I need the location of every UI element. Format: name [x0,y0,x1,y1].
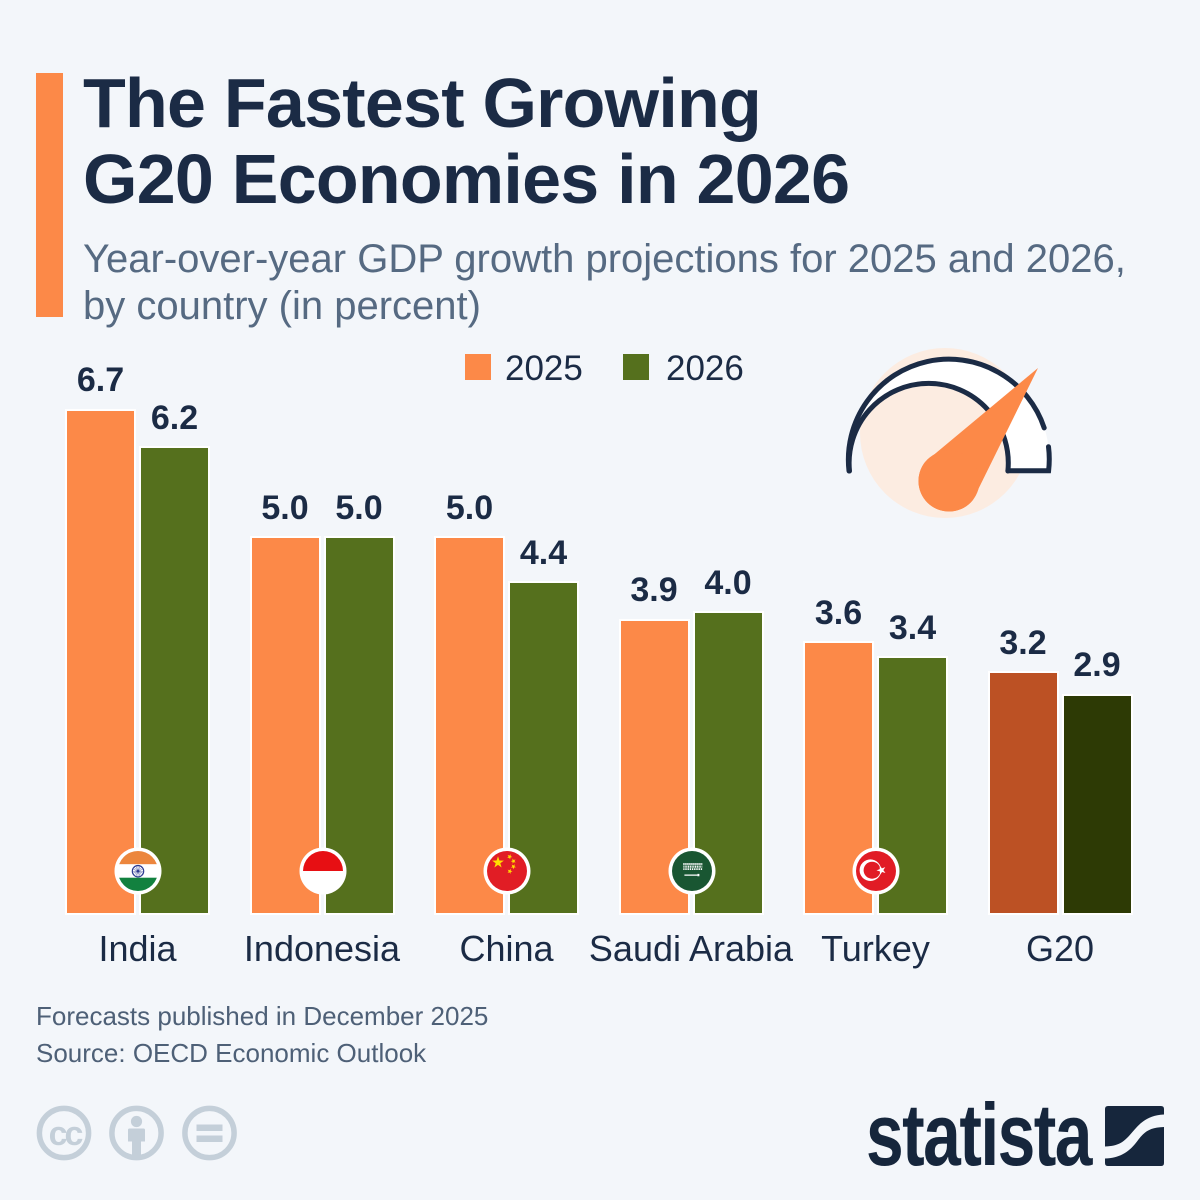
svg-text:cc: cc [49,1115,83,1153]
